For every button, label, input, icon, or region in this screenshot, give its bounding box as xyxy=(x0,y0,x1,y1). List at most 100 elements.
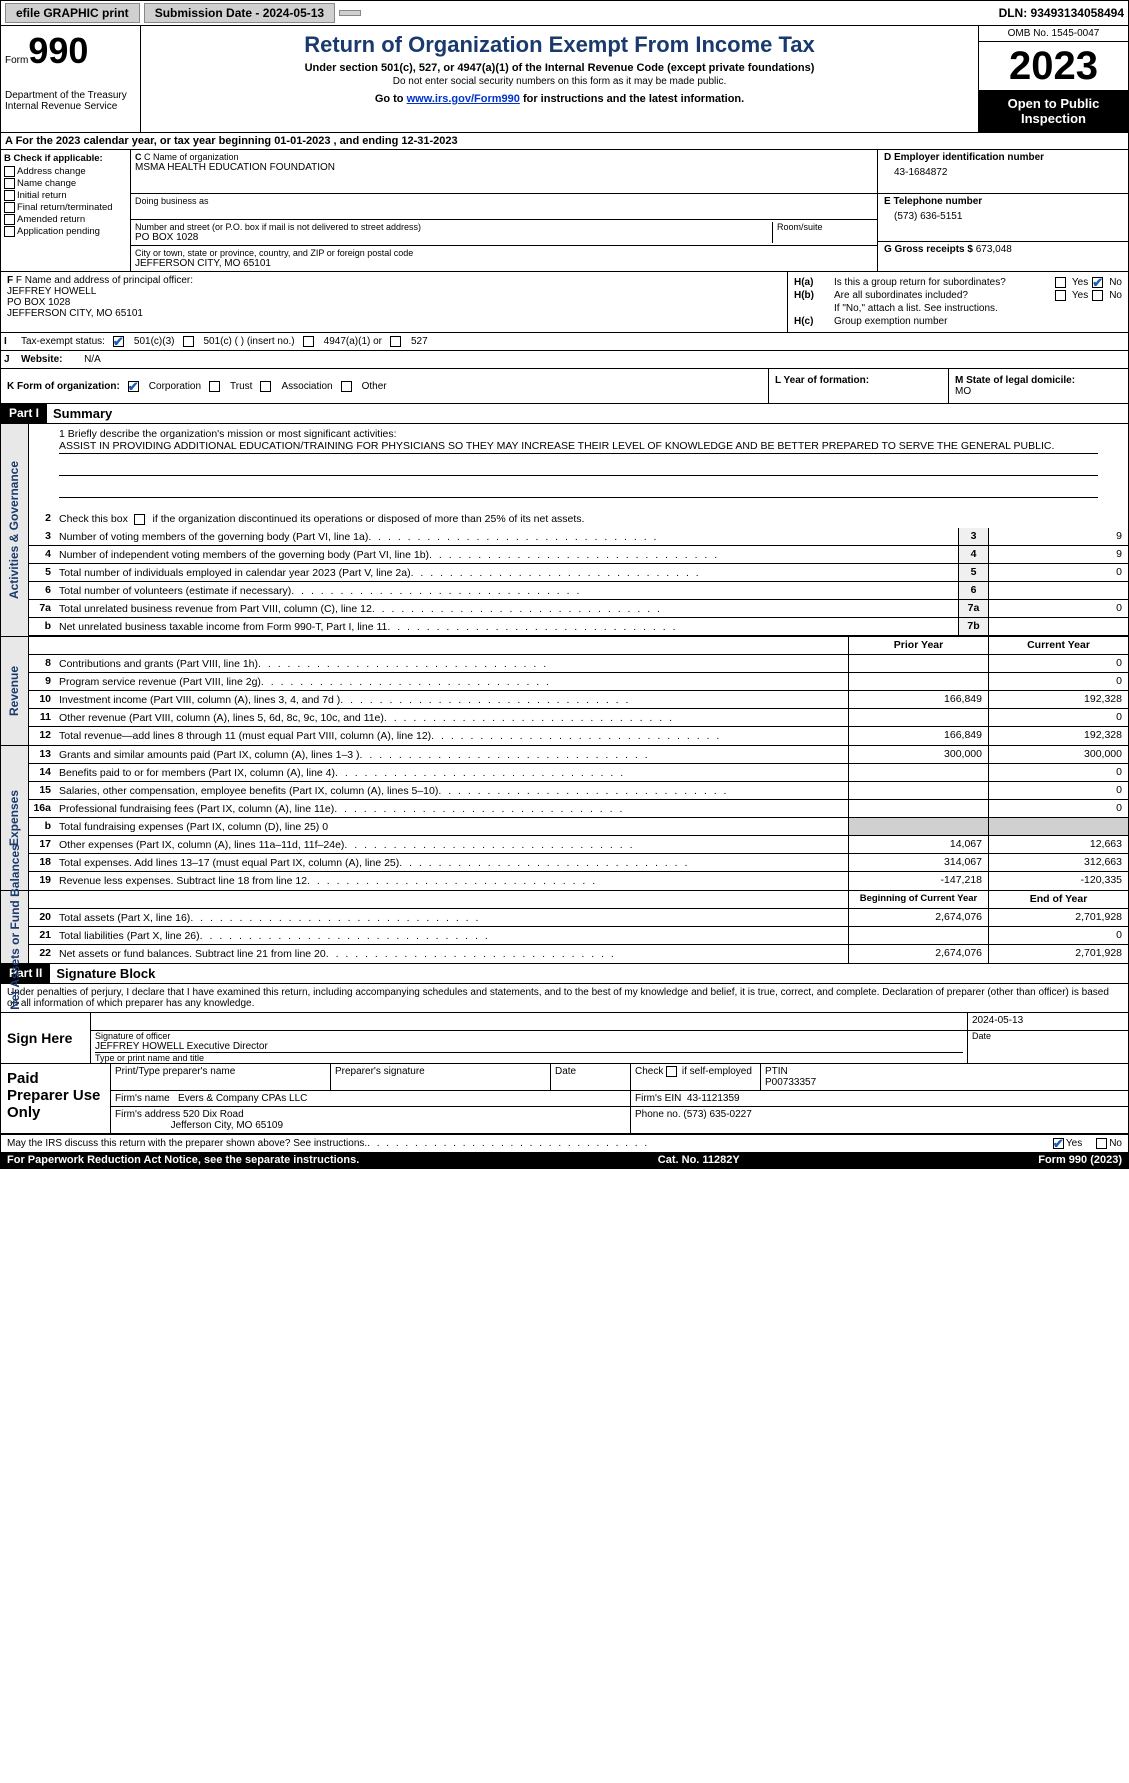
signature-block: Under penalties of perjury, I declare th… xyxy=(1,984,1128,1134)
form-subtitle: Under section 501(c), 527, or 4947(a)(1)… xyxy=(147,62,972,74)
checkbox[interactable] xyxy=(4,202,15,213)
form-footer: Form 990 (2023) xyxy=(1038,1154,1122,1166)
current-year-header: Current Year xyxy=(988,637,1128,654)
row-i-tax-status: I Tax-exempt status: 501(c)(3) 501(c) ( … xyxy=(1,333,1128,351)
self-employed-checkbox[interactable] xyxy=(666,1066,677,1077)
col-f-officer: F F Name and address of principal office… xyxy=(1,272,788,332)
revenue-line: 8Contributions and grants (Part VIII, li… xyxy=(29,655,1128,673)
checkbox[interactable] xyxy=(4,214,15,225)
m-label: M State of legal domicile: xyxy=(955,375,1075,386)
firm-city: Jefferson City, MO 65109 xyxy=(171,1120,283,1131)
501c3-checkbox[interactable] xyxy=(113,336,124,347)
ptin: P00733357 xyxy=(765,1077,816,1088)
discuss-no-checkbox[interactable] xyxy=(1096,1138,1107,1149)
sig-officer-label: Signature of officer xyxy=(95,1031,963,1041)
net-assets-section: Net Assets or Fund Balances Beginning of… xyxy=(1,891,1128,964)
revenue-section: Revenue Prior Year Current Year 8Contrib… xyxy=(1,637,1128,746)
city-label: City or town, state or province, country… xyxy=(135,248,873,258)
col-b-checkboxes: B Check if applicable: Address changeNam… xyxy=(1,150,131,271)
527-checkbox[interactable] xyxy=(390,336,401,347)
form-label: Form xyxy=(5,55,28,66)
ha-no-checkbox[interactable] xyxy=(1092,277,1103,288)
prior-year-header: Prior Year xyxy=(848,637,988,654)
line2-checkbox[interactable] xyxy=(134,514,145,525)
form-number: 990 xyxy=(28,30,88,71)
4947-checkbox[interactable] xyxy=(303,336,314,347)
sig-officer: JEFFREY HOWELL Executive Director xyxy=(95,1041,963,1053)
street: PO BOX 1028 xyxy=(135,232,768,243)
officer-city: JEFFERSON CITY, MO 65101 xyxy=(7,308,781,319)
discuss-text: May the IRS discuss this return with the… xyxy=(7,1138,367,1149)
netassets-line: 22Net assets or fund balances. Subtract … xyxy=(29,945,1128,963)
netassets-line: 20Total assets (Part X, line 16)2,674,07… xyxy=(29,909,1128,927)
expense-line: 19Revenue less expenses. Subtract line 1… xyxy=(29,872,1128,890)
part-i-title: Summary xyxy=(47,404,118,423)
checkbox[interactable] xyxy=(4,166,15,177)
col-b-item: Address change xyxy=(4,166,127,177)
open-inspection: Open to Public Inspection xyxy=(979,90,1128,132)
ssn-notice: Do not enter social security numbers on … xyxy=(147,76,972,87)
goto-prefix: Go to xyxy=(375,93,407,105)
checkbox[interactable] xyxy=(4,190,15,201)
discuss-yes-checkbox[interactable] xyxy=(1053,1138,1064,1149)
goto-line: Go to www.irs.gov/Form990 for instructio… xyxy=(147,93,972,105)
activities-governance-section: Activities & Governance 1 Briefly descri… xyxy=(1,424,1128,637)
hb-no-checkbox[interactable] xyxy=(1092,290,1103,301)
ha-text: Is this a group return for subordinates? xyxy=(834,277,1055,288)
perjury-statement: Under penalties of perjury, I declare th… xyxy=(1,984,1128,1013)
summary-line: 7aTotal unrelated business revenue from … xyxy=(29,600,1128,618)
col-b-item: Application pending xyxy=(4,226,127,237)
irs-discuss-row: May the IRS discuss this return with the… xyxy=(1,1134,1128,1152)
date-label: Date xyxy=(968,1031,1128,1063)
preparer-sig-label: Preparer's signature xyxy=(331,1064,551,1090)
part-ii-header: Part II Signature Block xyxy=(1,964,1128,984)
hb-yes-checkbox[interactable] xyxy=(1055,290,1066,301)
other-checkbox[interactable] xyxy=(341,381,352,392)
corp-checkbox[interactable] xyxy=(128,381,139,392)
summary-line: 3Number of voting members of the governi… xyxy=(29,528,1128,546)
revenue-line: 10Investment income (Part VIII, column (… xyxy=(29,691,1128,709)
section-f-h: F F Name and address of principal office… xyxy=(1,272,1128,333)
phone: (573) 636-5151 xyxy=(884,207,1122,222)
firm-phone-label: Phone no. xyxy=(635,1109,681,1120)
netassets-line: 21Total liabilities (Part X, line 26)0 xyxy=(29,927,1128,945)
room-label: Room/suite xyxy=(777,222,873,232)
expenses-section: Expenses 13Grants and similar amounts pa… xyxy=(1,746,1128,891)
phone-label: E Telephone number xyxy=(884,196,1122,207)
501c-checkbox[interactable] xyxy=(183,336,194,347)
expense-line: 14Benefits paid to or for members (Part … xyxy=(29,764,1128,782)
ha-label: H(a) xyxy=(794,277,834,288)
part-ii-title: Signature Block xyxy=(50,964,161,983)
section-b-through-g: B Check if applicable: Address changeNam… xyxy=(1,150,1128,272)
m-state: MO xyxy=(955,386,971,397)
hc-label: H(c) xyxy=(794,316,834,327)
checkbox[interactable] xyxy=(4,226,15,237)
trust-checkbox[interactable] xyxy=(209,381,220,392)
department: Department of the Treasury Internal Reve… xyxy=(5,90,136,112)
firm-phone: (573) 635-0227 xyxy=(683,1109,751,1120)
l-year-formation: L Year of formation: xyxy=(775,375,869,386)
org-name: MSMA HEALTH EDUCATION FOUNDATION xyxy=(135,162,873,173)
assoc-checkbox[interactable] xyxy=(260,381,271,392)
ha-yes-checkbox[interactable] xyxy=(1055,277,1066,288)
dln: DLN: 93493134058494 xyxy=(999,6,1124,20)
irs-link[interactable]: www.irs.gov/Form990 xyxy=(407,93,520,105)
ptin-label: PTIN xyxy=(765,1066,788,1077)
summary-line: 5Total number of individuals employed in… xyxy=(29,564,1128,582)
row-a-calendar-year: A For the 2023 calendar year, or tax yea… xyxy=(1,133,1128,150)
city: JEFFERSON CITY, MO 65101 xyxy=(135,258,873,269)
expense-line: 17Other expenses (Part IX, column (A), l… xyxy=(29,836,1128,854)
paid-preparer-label: Paid Preparer Use Only xyxy=(1,1064,111,1133)
k-label: K Form of organization: xyxy=(7,381,120,392)
row-k-form-org: K Form of organization: Corporation Trus… xyxy=(1,369,1128,404)
sign-here-label: Sign Here xyxy=(1,1013,91,1063)
checkbox[interactable] xyxy=(4,178,15,189)
topbar: efile GRAPHIC print Submission Date - 20… xyxy=(1,1,1128,26)
efile-button[interactable]: efile GRAPHIC print xyxy=(5,3,140,23)
goto-suffix: for instructions and the latest informat… xyxy=(520,93,744,105)
mission-block: 1 Briefly describe the organization's mi… xyxy=(29,424,1128,510)
submission-date: Submission Date - 2024-05-13 xyxy=(144,3,335,23)
hb-note: If "No," attach a list. See instructions… xyxy=(834,303,1122,314)
officer-name: JEFFREY HOWELL xyxy=(7,286,781,297)
expense-line: bTotal fundraising expenses (Part IX, co… xyxy=(29,818,1128,836)
